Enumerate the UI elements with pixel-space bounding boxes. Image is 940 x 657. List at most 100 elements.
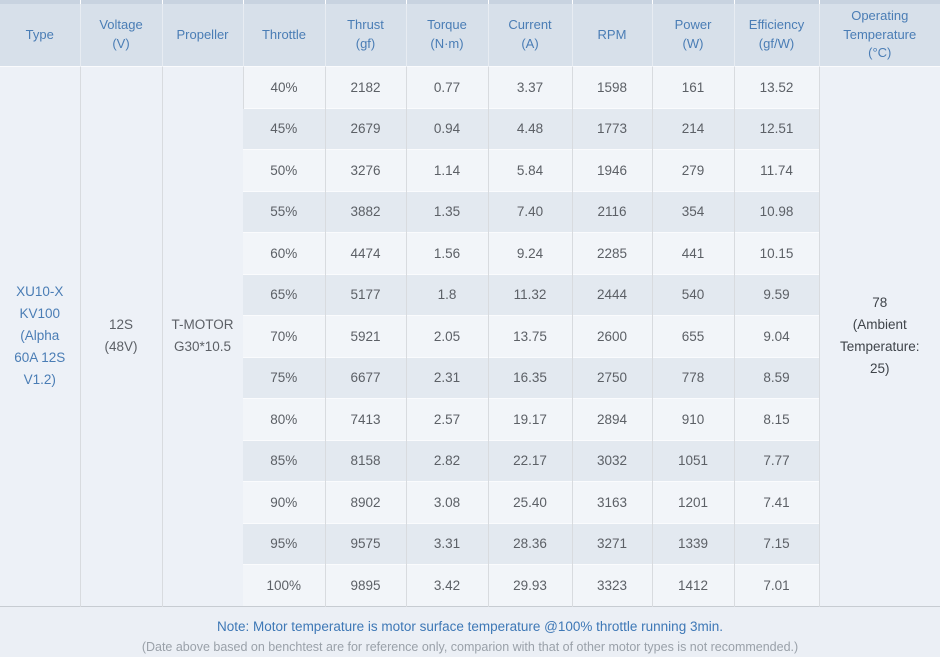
power-cell: 354 bbox=[651, 190, 734, 233]
rpm-cell: 2600 bbox=[571, 315, 652, 357]
current-cell: 3.37 bbox=[487, 66, 572, 108]
throttle-cell: 50% bbox=[243, 149, 325, 191]
col-header-torque: Torque (N·m) bbox=[405, 4, 488, 67]
current-cell: 19.17 bbox=[487, 398, 572, 440]
col-header-power: Power (W) bbox=[651, 4, 734, 67]
throttle-cell: 40% bbox=[242, 66, 325, 108]
throttle-cell: 80% bbox=[243, 398, 325, 440]
table-row: 45% 2679 0.94 4.48 1773 214 12.51 bbox=[0, 107, 940, 150]
top-edge-segment bbox=[406, 0, 488, 4]
power-cell: 540 bbox=[651, 273, 734, 316]
col-header-rpm: RPM bbox=[571, 4, 652, 67]
power-cell: 279 bbox=[651, 149, 734, 191]
efficiency-cell: 10.98 bbox=[733, 190, 819, 233]
table-row: 80% 7413 2.57 19.17 2894 910 8.15 bbox=[0, 398, 940, 440]
efficiency-cell: 7.01 bbox=[733, 564, 819, 606]
top-edge-segment bbox=[162, 0, 243, 4]
current-cell: 11.32 bbox=[487, 273, 572, 316]
current-cell: 5.84 bbox=[487, 149, 572, 191]
efficiency-cell: 8.15 bbox=[733, 398, 819, 440]
efficiency-cell: 7.15 bbox=[733, 522, 819, 565]
top-edge-segment bbox=[80, 0, 162, 4]
rpm-cell: 2116 bbox=[571, 190, 652, 233]
throttle-cell: 45% bbox=[243, 107, 325, 150]
table-row: 100% 9895 3.42 29.93 3323 1412 7.01 bbox=[0, 564, 940, 606]
table-row: 50% 3276 1.14 5.84 1946 279 11.74 bbox=[0, 149, 940, 191]
header-row: Type Voltage (V) Propeller Throttle Thru… bbox=[0, 4, 940, 67]
table-row: 75% 6677 2.31 16.35 2750 778 8.59 bbox=[0, 356, 940, 399]
thrust-cell: 9895 bbox=[324, 564, 406, 606]
table-row: 60% 4474 1.56 9.24 2285 441 10.15 bbox=[0, 232, 940, 274]
throttle-cell: 55% bbox=[243, 190, 325, 233]
current-cell: 7.40 bbox=[487, 190, 572, 233]
col-header-throttle: Throttle bbox=[242, 4, 325, 67]
power-cell: 1201 bbox=[651, 481, 734, 523]
footer-notes: Note: Motor temperature is motor surface… bbox=[0, 607, 940, 657]
thrust-cell: 2182 bbox=[324, 66, 406, 108]
throttle-cell: 95% bbox=[243, 522, 325, 565]
power-cell: 1339 bbox=[651, 522, 734, 565]
thrust-cell: 8158 bbox=[324, 439, 406, 482]
table-row: XU10-X KV100 (Alpha 60A 12S V1.2) 12S (4… bbox=[0, 66, 940, 606]
col-header-type: Type bbox=[0, 4, 80, 67]
efficiency-cell: 13.52 bbox=[733, 66, 819, 108]
propeller-cell: T-MOTOR G30*10.5 bbox=[161, 66, 243, 606]
throttle-cell: 60% bbox=[243, 232, 325, 274]
efficiency-cell: 8.59 bbox=[733, 356, 819, 399]
torque-cell: 3.08 bbox=[405, 481, 488, 523]
efficiency-cell: 7.41 bbox=[733, 481, 819, 523]
thrust-cell: 3276 bbox=[324, 149, 406, 191]
efficiency-cell: 11.74 bbox=[733, 149, 819, 191]
top-edge-segment bbox=[325, 0, 406, 4]
table-row: 95% 9575 3.31 28.36 3271 1339 7.15 bbox=[0, 522, 940, 565]
efficiency-cell: 10.15 bbox=[733, 232, 819, 274]
torque-cell: 1.8 bbox=[405, 273, 488, 316]
motor-spec-table: Type Voltage (V) Propeller Throttle Thru… bbox=[0, 4, 940, 607]
col-header-current: Current (A) bbox=[487, 4, 572, 67]
top-edge-segment bbox=[243, 0, 325, 4]
power-cell: 1051 bbox=[651, 439, 734, 482]
current-cell: 25.40 bbox=[487, 481, 572, 523]
rpm-cell: 2444 bbox=[571, 273, 652, 316]
rpm-cell: 2894 bbox=[571, 398, 652, 440]
thrust-cell: 5177 bbox=[324, 273, 406, 316]
throttle-cell: 75% bbox=[243, 356, 325, 399]
top-edge-strip bbox=[0, 0, 940, 4]
thrust-cell: 6677 bbox=[324, 356, 406, 399]
efficiency-cell: 9.04 bbox=[733, 315, 819, 357]
rpm-cell: 3271 bbox=[571, 522, 652, 565]
current-cell: 29.93 bbox=[487, 564, 572, 606]
col-header-thrust: Thrust (gf) bbox=[324, 4, 406, 67]
torque-cell: 2.05 bbox=[405, 315, 488, 357]
throttle-cell: 65% bbox=[243, 273, 325, 316]
table-row: 55% 3882 1.35 7.40 2116 354 10.98 bbox=[0, 190, 940, 233]
torque-cell: 3.42 bbox=[405, 564, 488, 606]
current-cell: 9.24 bbox=[487, 232, 572, 274]
current-cell: 22.17 bbox=[487, 439, 572, 482]
disclaimer-text: (Date above based on benchtest are for r… bbox=[141, 639, 799, 654]
throttle-cell: 85% bbox=[243, 439, 325, 482]
power-cell: 214 bbox=[651, 107, 734, 150]
power-cell: 161 bbox=[651, 66, 734, 108]
note-text: Note: Motor temperature is motor surface… bbox=[217, 618, 723, 634]
rpm-cell: 3323 bbox=[571, 564, 652, 606]
power-cell: 910 bbox=[651, 398, 734, 440]
top-edge-segment bbox=[652, 0, 734, 4]
torque-cell: 1.14 bbox=[405, 149, 488, 191]
table-row: 85% 8158 2.82 22.17 3032 1051 7.77 bbox=[0, 439, 940, 482]
thrust-cell: 5921 bbox=[324, 315, 406, 357]
torque-cell: 2.82 bbox=[405, 439, 488, 482]
throttle-cell: 70% bbox=[243, 315, 325, 357]
current-cell: 4.48 bbox=[487, 107, 572, 150]
voltage-cell: 12S (48V) bbox=[79, 66, 162, 606]
throttle-cell: 100% bbox=[243, 564, 325, 606]
col-header-operating-temperature: Operating Temperature (°C) bbox=[818, 4, 940, 67]
thrust-cell: 3882 bbox=[324, 190, 406, 233]
power-cell: 1412 bbox=[651, 564, 734, 606]
rpm-cell: 1946 bbox=[571, 149, 652, 191]
table-row: 70% 5921 2.05 13.75 2600 655 9.04 bbox=[0, 315, 940, 357]
torque-cell: 1.35 bbox=[405, 190, 488, 233]
motor-type-cell: XU10-X KV100 (Alpha 60A 12S V1.2) bbox=[0, 66, 80, 606]
efficiency-cell: 12.51 bbox=[733, 107, 819, 150]
